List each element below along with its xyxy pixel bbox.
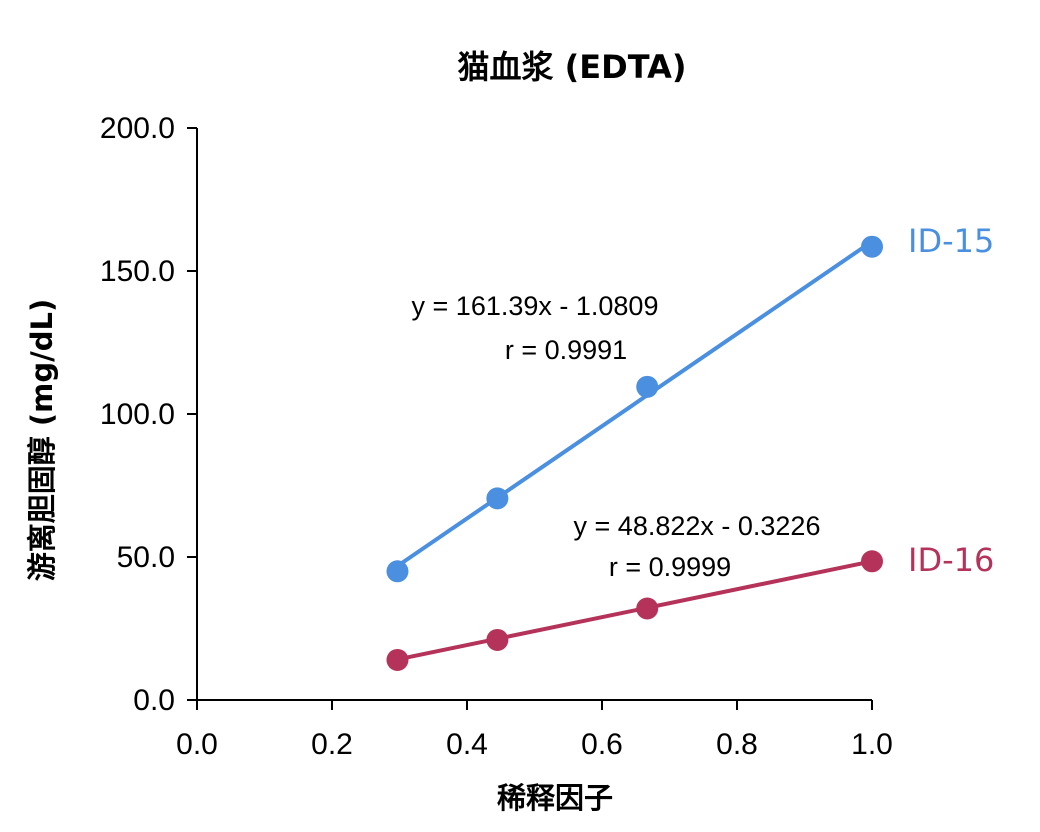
series-1 [386,235,883,583]
series-2 [386,550,883,671]
x-tick-label: 1.0 [851,728,893,761]
series-2-r-value: r = 0.9999 [609,552,731,582]
series-1-label: ID-15 [908,222,994,260]
series-1-point [386,560,409,583]
x-tick-label: 0.0 [176,728,218,761]
series-2-equation: y = 48.822x - 0.3226 [574,511,821,541]
y-ticks: 0.0 50.0 100.0 150.0 200.0 [100,112,197,717]
y-tick-label: 50.0 [117,541,175,574]
y-tick-label: 200.0 [100,112,175,145]
series-1-equation: y = 161.39x - 1.0809 [412,291,659,321]
series-2-point [386,648,409,671]
y-tick-label: 100.0 [100,398,175,431]
chart-title: 猫血浆 (EDTA) [458,48,687,86]
y-axis-title: 游离胆固醇 (mg/dL) [25,299,59,581]
x-tick-label: 0.6 [581,728,623,761]
series-2-point [486,628,509,651]
x-tick-label: 0.8 [716,728,758,761]
y-tick-label: 150.0 [100,255,175,288]
axes [196,128,872,701]
series-1-r-value: r = 0.9991 [505,335,627,365]
x-ticks: 0.0 0.2 0.4 0.6 0.8 1.0 [176,700,893,761]
x-tick-label: 0.4 [446,728,488,761]
series-1-point [861,235,883,258]
series-1-point [636,375,659,398]
series-layer [386,235,883,671]
series-1-point [486,487,509,510]
series-2-trendline [397,559,873,662]
y-tick-label: 0.0 [133,684,175,717]
series-2-point [861,550,883,573]
x-tick-label: 0.2 [311,728,353,761]
x-axis-title: 稀释因子 [497,781,613,815]
series-2-label: ID-16 [908,541,994,579]
series-2-point [636,597,659,620]
series-1-trendline [396,239,874,568]
